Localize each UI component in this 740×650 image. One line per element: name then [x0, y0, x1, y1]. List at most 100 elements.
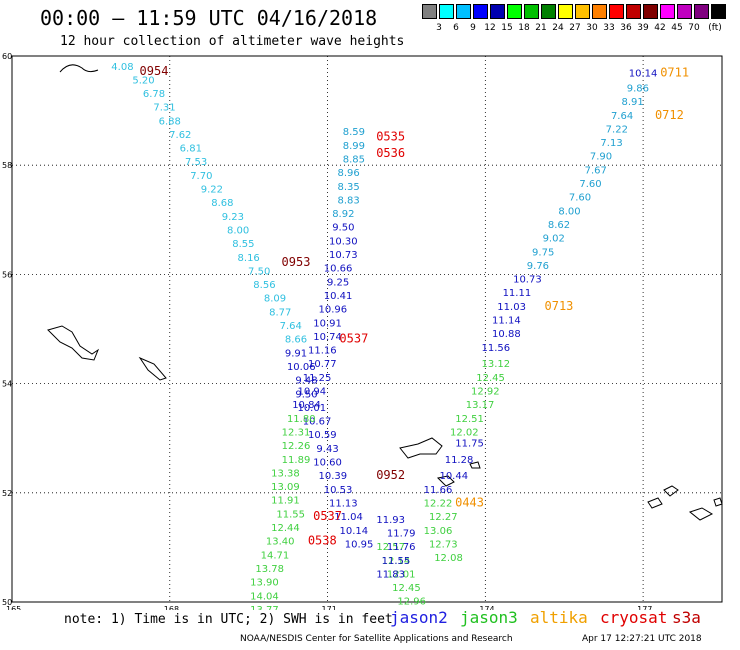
wave-height-value: 10.88 — [492, 329, 521, 340]
pass-time-label: 0536 — [376, 146, 405, 160]
footer-note: note: 1) Time is in UTC; 2) SWH is in fe… — [64, 612, 393, 627]
legend-swatch — [473, 4, 488, 19]
wave-height-value: 14.04 — [250, 591, 279, 602]
wave-height-value: 12.45 — [476, 373, 505, 384]
wave-height-value: 10.06 — [287, 362, 316, 373]
wave-height-value: 11.28 — [445, 455, 474, 466]
wave-height-value: 9.48 — [295, 376, 317, 387]
wave-height-value: 10.01 — [297, 403, 326, 414]
wave-height-value: 13.38 — [271, 468, 300, 479]
wave-height-value: 12.08 — [434, 553, 463, 564]
wave-height-value: 11.13 — [329, 498, 358, 509]
wave-height-value: 9.43 — [316, 444, 338, 455]
wave-height-value: 13.77 — [250, 605, 279, 610]
wave-height-value: 7.50 — [248, 266, 270, 277]
wave-height-value: 11.75 — [455, 438, 484, 449]
legend-tick: 27 — [569, 23, 581, 33]
wave-height-value: 5.20 — [132, 75, 154, 86]
legend-tick: 36 — [620, 23, 632, 33]
lon-label: 174 — [479, 605, 494, 610]
wave-height-value: 10.96 — [318, 305, 347, 316]
wave-height-value: 8.56 — [253, 280, 275, 291]
map-subtitle: 12 hour collection of altimeter wave hei… — [60, 34, 405, 49]
map-title: 00:00 – 11:59 UTC 04/16/2018 — [40, 6, 378, 30]
coastline-shape — [59, 64, 99, 73]
wave-height-value: 12.14 — [382, 556, 411, 567]
wave-height-value: 12.01 — [387, 569, 416, 580]
wave-height-value: 8.62 — [548, 220, 570, 231]
legend-swatch — [609, 4, 624, 19]
wave-height-value: 11.11 — [503, 288, 532, 299]
legend-tick: 33 — [603, 23, 615, 33]
wave-height-value: 10.74 — [313, 332, 342, 343]
legend-tick: 39 — [637, 23, 649, 33]
legend-tick: 30 — [586, 23, 598, 33]
wave-height-value: 11.55 — [382, 556, 411, 567]
legend-swatch — [677, 4, 692, 19]
wave-height-value: 12.73 — [429, 539, 458, 550]
legend-tick: 12 — [484, 23, 496, 33]
wave-height-points: 1.724.085.206.787.316.887.626.817.537.70… — [111, 62, 657, 610]
pass-time-label: 0711 — [660, 66, 689, 80]
wave-height-value: 7.22 — [606, 124, 628, 135]
pass-time-labels: 0954053505360953053709520537053809510711… — [140, 64, 690, 548]
wave-height-value: 11.16 — [308, 346, 337, 357]
wave-height-value: 13.06 — [424, 526, 453, 537]
wave-height-value: 8.35 — [337, 182, 359, 193]
wave-height-value: 12.45 — [392, 583, 421, 594]
lat-label: 58 — [2, 161, 12, 170]
generated-timestamp: Apr 17 12:27:21 UTC 2018 — [582, 634, 702, 644]
wave-height-value: 8.16 — [238, 253, 260, 264]
legend-swatch — [711, 4, 726, 19]
wave-height-value: 9.76 — [527, 261, 549, 272]
wave-height-value: 8.55 — [232, 239, 254, 250]
pass-time-label: 0952 — [376, 468, 405, 482]
coastline-shape — [688, 507, 714, 521]
wave-height-value: 10.60 — [313, 458, 342, 469]
wave-height-value: 7.64 — [280, 321, 302, 332]
legend-tick: 42 — [654, 23, 666, 33]
wave-height-value: 7.90 — [590, 152, 612, 163]
satellite-name-jason3: jason3 — [460, 608, 518, 627]
wave-height-value: 7.60 — [569, 193, 591, 204]
lat-label: 54 — [2, 380, 12, 389]
wave-height-value: 13.78 — [255, 564, 284, 575]
pass-time-label: 0537 — [339, 332, 368, 346]
wave-height-value: 6.78 — [143, 89, 165, 100]
wave-height-value: 10.73 — [513, 275, 542, 286]
wave-height-value: 9.23 — [222, 212, 244, 223]
legend-swatch — [626, 4, 641, 19]
wave-height-value: 8.96 — [337, 168, 359, 179]
map-frame — [11, 55, 723, 603]
wave-height-value: 10.41 — [324, 291, 353, 302]
wave-height-value: 10.39 — [318, 471, 347, 482]
wave-height-value: 11.14 — [492, 316, 521, 327]
coastline-shape — [713, 497, 723, 507]
wave-height-value: 11.03 — [497, 302, 526, 313]
wave-height-value: 8.92 — [332, 209, 354, 220]
legend-tick: 24 — [552, 23, 564, 33]
wave-height-value: 11.04 — [334, 512, 363, 523]
wave-height-value: 10.95 — [345, 539, 374, 550]
legend-swatch — [643, 4, 658, 19]
wave-height-value: 12.96 — [397, 597, 426, 608]
wave-height-value: 8.66 — [285, 335, 307, 346]
wave-height-value: 8.91 — [621, 97, 643, 108]
wave-height-value: 12.92 — [471, 387, 500, 398]
legend-swatch — [575, 4, 590, 19]
wave-height-value: 11.56 — [482, 343, 511, 354]
wave-height-value: 9.25 — [327, 277, 349, 288]
wave-height-value: 11.93 — [376, 515, 405, 526]
wave-height-value: 8.00 — [227, 225, 249, 236]
legend-tick: 3 — [436, 23, 442, 33]
lat-label: 50 — [2, 598, 12, 607]
wave-height-value: 11.91 — [271, 496, 300, 507]
pass-time-label: 0537 — [313, 509, 342, 523]
wave-height-value: 10.94 — [297, 387, 326, 398]
wave-height-value: 10.44 — [439, 471, 468, 482]
lat-label: 56 — [2, 270, 12, 279]
legend-tick: 6 — [453, 23, 459, 33]
lon-label: 165 — [6, 605, 21, 610]
coastline — [47, 64, 723, 521]
